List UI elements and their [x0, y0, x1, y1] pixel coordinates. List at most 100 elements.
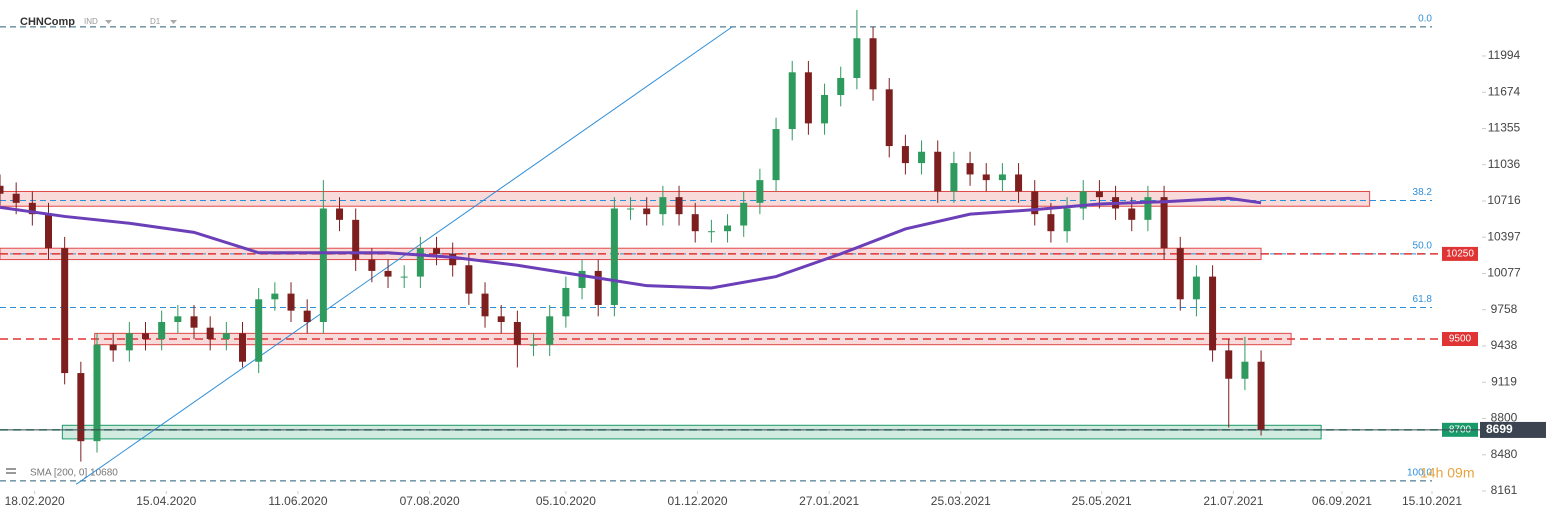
sma-legend: SMA [200, 0] 10680: [30, 468, 118, 479]
candle-body: [610, 208, 618, 305]
x-tick-label: 15.10.2021: [1402, 494, 1462, 508]
candle-body: [93, 344, 101, 442]
candle-body: [772, 129, 780, 181]
x-tick-label: 11.06.2020: [268, 494, 327, 508]
x-tick-label: 15.04.2020: [136, 494, 196, 508]
candle-body: [465, 265, 473, 294]
candle-body: [788, 72, 796, 130]
candle-body: [158, 321, 166, 340]
symbol: CHNComp: [20, 16, 75, 28]
candle-body: [416, 248, 424, 277]
candle-body: [433, 248, 441, 254]
candle-body: [0, 185, 4, 194]
y-tick-label: 8161: [1491, 483, 1518, 497]
candle-body: [12, 193, 20, 203]
candle-body: [594, 270, 602, 305]
fib-label: 0.0: [1418, 14, 1432, 25]
fib-label: 100.0: [1407, 468, 1432, 479]
candle-body: [1176, 248, 1184, 300]
y-tick-label: 9438: [1491, 338, 1518, 352]
candle-body: [756, 180, 764, 203]
candle-body: [1047, 214, 1055, 232]
y-tick-label: 10077: [1487, 266, 1521, 280]
candle-body: [352, 219, 360, 260]
candle-body: [546, 316, 554, 345]
candle-body: [400, 276, 408, 278]
zone: [0, 190, 1371, 207]
candle-body: [1144, 197, 1152, 220]
candle-body: [384, 270, 392, 277]
trend-line: [75, 26, 733, 485]
fib-label: 50.0: [1413, 241, 1433, 252]
candle-body: [336, 208, 344, 220]
y-tick-label: 11674: [1488, 84, 1521, 98]
candle-body: [1015, 174, 1023, 192]
candle-body: [271, 293, 279, 300]
y-tick-label: 10397: [1487, 229, 1521, 243]
candle-body: [627, 208, 635, 210]
candle-body: [562, 287, 570, 317]
candle-body: [222, 333, 230, 340]
candle-body: [691, 214, 699, 232]
candle-body: [77, 373, 85, 442]
x-tick-label: 01.12.2020: [667, 494, 727, 508]
candle-body: [190, 316, 198, 328]
x-tick-label: 05.10.2020: [536, 494, 596, 508]
candle-body: [740, 202, 748, 226]
candle-body: [497, 316, 505, 322]
candle-body: [287, 293, 295, 311]
candle-body: [901, 146, 909, 164]
candle-body: [966, 163, 974, 175]
dropdown-arrow[interactable]: [170, 20, 177, 24]
candle-body: [998, 174, 1006, 181]
countdown: 14h 09m: [1420, 465, 1474, 481]
candle-body: [1031, 191, 1039, 215]
dropdown-arrow[interactable]: [105, 20, 112, 24]
y-tick-label: 9758: [1491, 302, 1518, 316]
candle-body: [821, 94, 829, 124]
x-tick-label: 27.01.2021: [799, 494, 859, 508]
fib-label: 38.2: [1413, 187, 1433, 198]
candle-body: [1079, 191, 1087, 209]
candle-body: [174, 316, 182, 322]
candle-body: [950, 163, 958, 192]
candle-body: [707, 231, 715, 233]
candle-body: [918, 151, 926, 164]
candle-body: [1225, 350, 1233, 379]
x-tick-label: 07.08.2020: [400, 494, 460, 508]
candle-body: [934, 151, 942, 192]
last-price-tag: [1480, 421, 1546, 438]
candle-body: [45, 214, 53, 249]
candle-body: [142, 333, 150, 340]
price-tag-label: 9500: [1449, 334, 1472, 345]
candle-body: [1241, 361, 1249, 379]
candle-body: [449, 253, 457, 266]
candle-body: [1063, 208, 1071, 232]
y-tick-label: 8800: [1491, 411, 1518, 425]
x-tick-label: 06.09.2021: [1312, 494, 1372, 508]
candle-body: [578, 270, 586, 288]
candle-body: [1257, 361, 1265, 430]
x-tick-label: 18.02.2020: [5, 494, 65, 508]
y-tick-label: 11355: [1488, 121, 1521, 135]
candle-body: [513, 321, 521, 345]
sma-line: [0, 196, 1262, 290]
candle-body: [255, 299, 263, 362]
x-tick-label: 25.05.2021: [1072, 494, 1132, 508]
candle-body: [206, 327, 214, 340]
y-tick-label: 10716: [1487, 193, 1521, 207]
candle-body: [885, 89, 893, 147]
price-tag: [1442, 246, 1478, 261]
candle-body: [303, 310, 311, 322]
candle-body: [1160, 197, 1168, 249]
candle-body: [61, 248, 69, 374]
candle-body: [109, 344, 117, 351]
candle-body: [724, 225, 732, 232]
y-tick-label: 11994: [1488, 48, 1521, 62]
candle-body: [659, 197, 667, 215]
interval: D1: [150, 17, 161, 26]
candle-body: [368, 259, 376, 271]
candle-body: [125, 333, 133, 351]
candle-body: [675, 197, 683, 215]
